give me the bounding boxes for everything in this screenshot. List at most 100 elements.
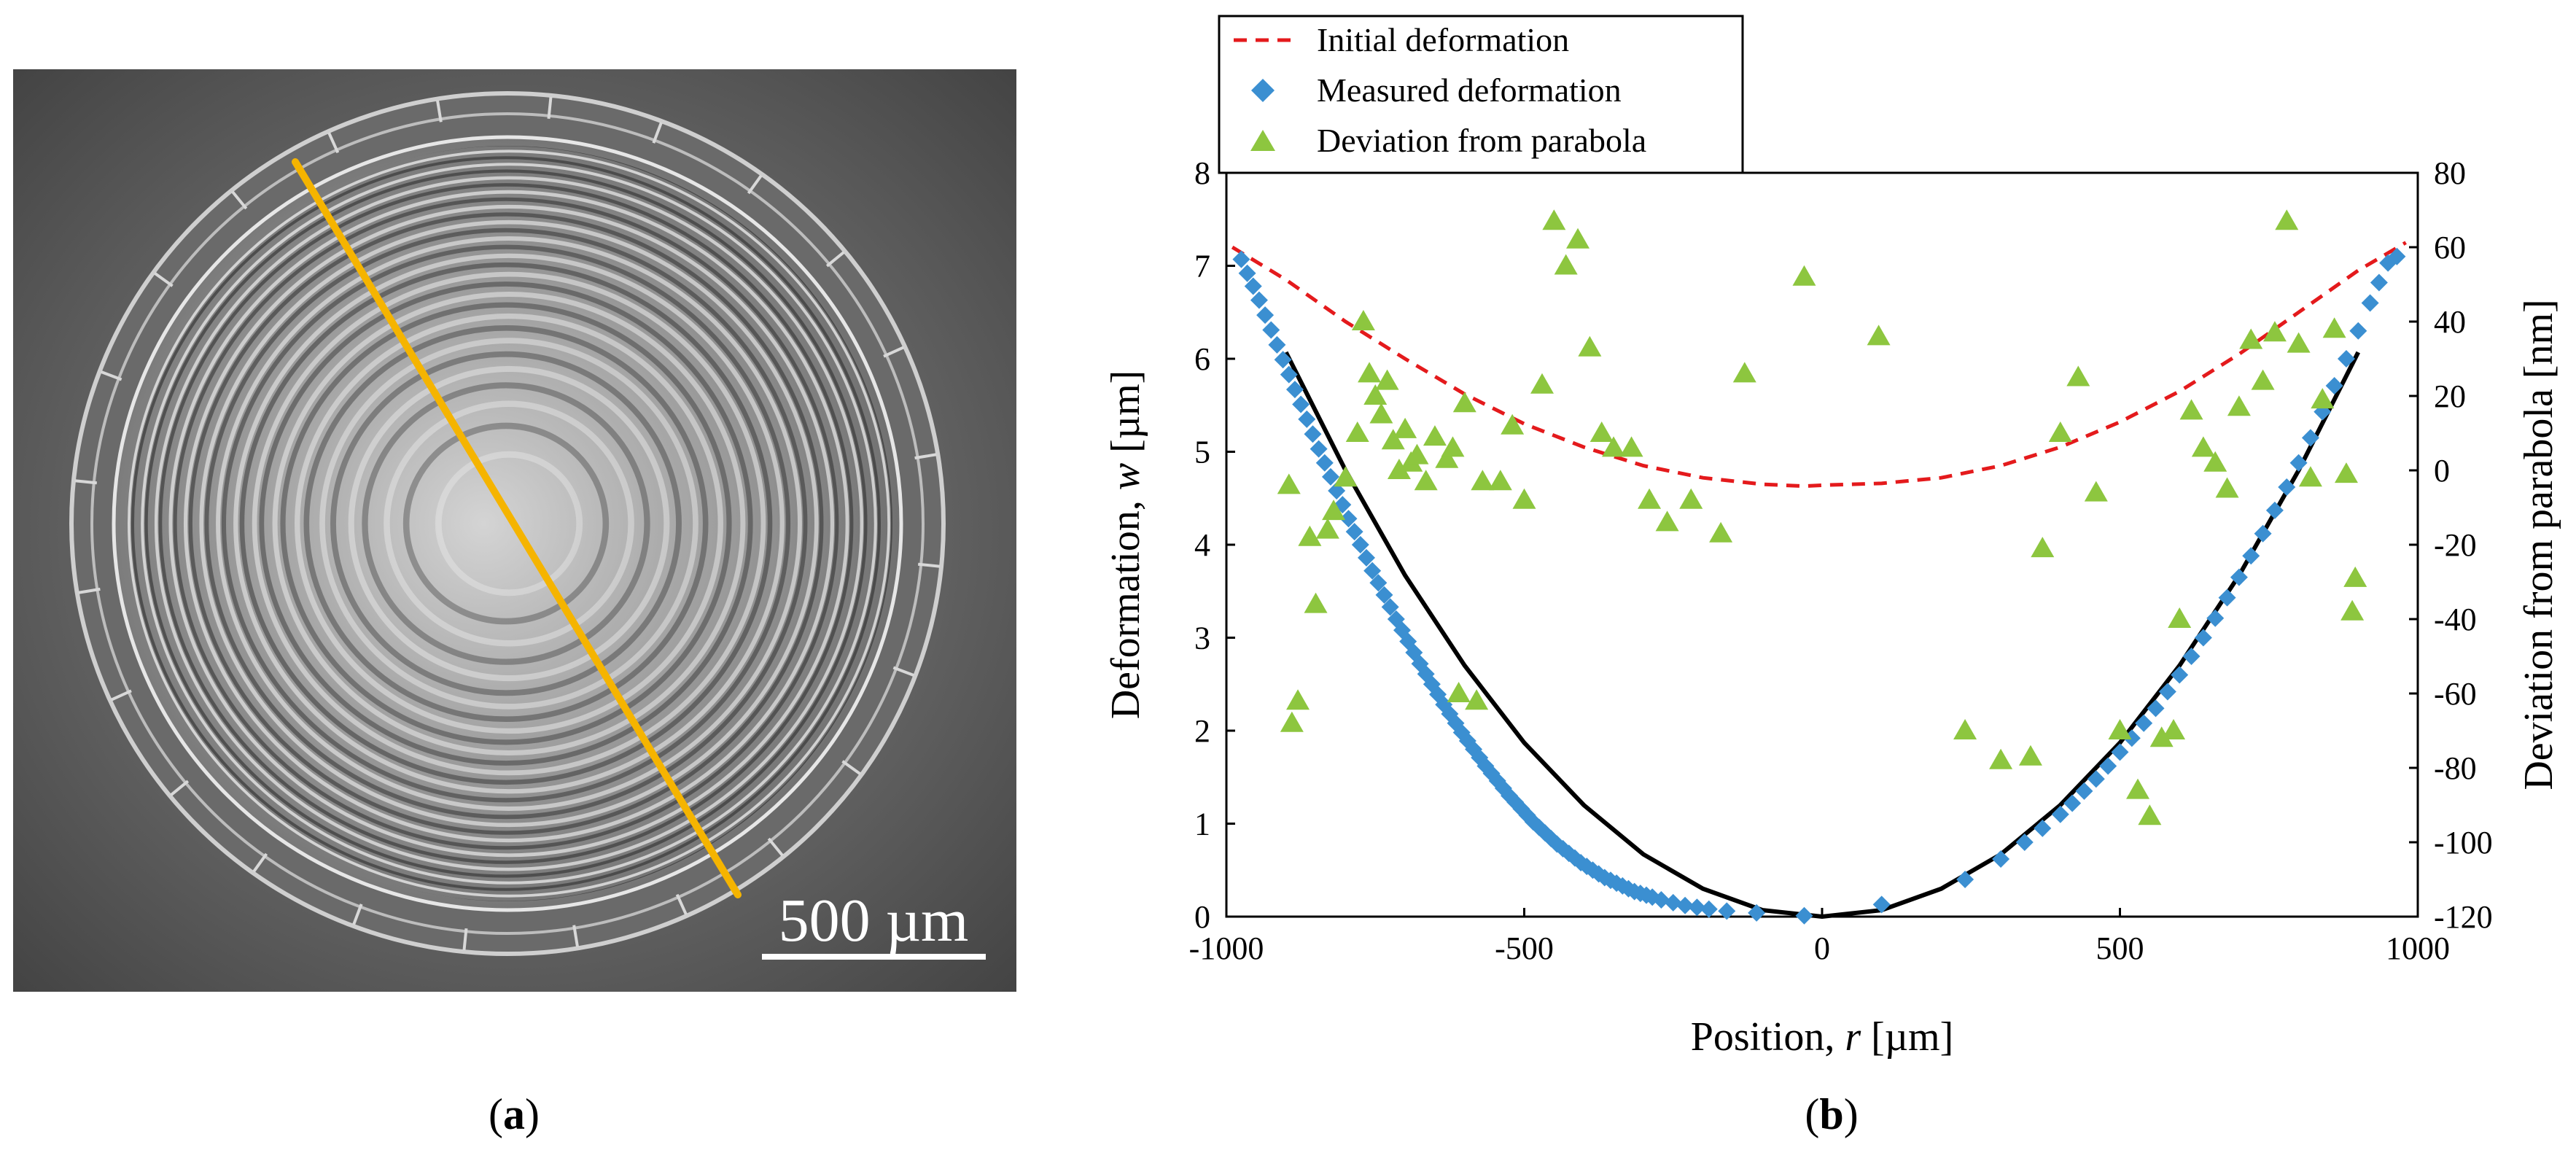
y-tick-label: 6 (1194, 341, 1210, 377)
measured-point (1375, 586, 1393, 604)
deviation-point (1512, 488, 1536, 509)
fringe-ring (280, 302, 732, 745)
legend-label-deviation: Deviation from parabola (1317, 122, 1646, 159)
y2-tick-label: 0 (2434, 453, 2450, 489)
fringe-ring (168, 190, 849, 858)
y-axis-ticks: 0 1 2 3 4 5 6 7 8 (1194, 155, 1235, 935)
measured-point (2075, 782, 2093, 800)
measured-point (1280, 365, 1298, 384)
measured-point (1369, 574, 1388, 592)
y2-tick-label: 20 (2434, 378, 2466, 414)
measured-point (1872, 895, 1891, 914)
rim-segment-mark (436, 100, 443, 123)
deviation-point (1465, 689, 1489, 710)
measured-point (2147, 699, 2165, 718)
membrane-disc (112, 135, 903, 912)
rim-segment-mark (652, 122, 663, 144)
rim-segment-mark (78, 587, 101, 594)
series-measured-deformation (1232, 247, 2406, 925)
deviation-point (1530, 373, 1554, 394)
fringe-ring (402, 422, 610, 625)
rim-segment-mark (883, 346, 905, 358)
fringe-ring (128, 149, 890, 898)
fringe-ring (183, 204, 835, 843)
y-tick-label: 3 (1194, 621, 1210, 656)
measured-point (1304, 425, 1322, 443)
x-axis-label: Position, r [µm] (1691, 1014, 1954, 1060)
fitted-parabola-line (1284, 351, 2360, 920)
rim-segment-marks (74, 96, 941, 951)
deviation-point (1447, 682, 1471, 702)
deviation-point (1363, 384, 1388, 405)
legend-label-initial: Initial deformation (1317, 21, 1569, 58)
measured-point (2325, 376, 2343, 395)
fringe-ring (154, 176, 864, 871)
deviation-point (1304, 592, 1328, 613)
fringe-ring (141, 163, 877, 885)
deviation-point (1393, 417, 1417, 438)
rim-segment-mark (917, 562, 941, 568)
deviation-point (1351, 310, 1375, 330)
measured-point (2087, 770, 2105, 788)
deviation-point (1953, 719, 1977, 739)
fringe-ring (330, 351, 682, 696)
measured-point (1381, 598, 1399, 616)
measured-point (2388, 247, 2406, 265)
deviation-point (1578, 335, 1602, 357)
measured-point (2349, 322, 2367, 340)
fringe-ring (348, 365, 670, 682)
rim-segment-mark (914, 453, 937, 460)
deviation-point (1619, 436, 1643, 457)
measured-point (1274, 351, 1292, 369)
y2-tick-label: -120 (2434, 899, 2493, 935)
measured-point (2051, 805, 2069, 823)
deviation-point (2343, 566, 2367, 587)
rim-segment-mark (892, 666, 915, 677)
deviation-point (1638, 488, 1662, 509)
x-tick-label: -500 (1495, 930, 1554, 966)
x-tick-label: 500 (2096, 930, 2144, 966)
deviation-point (1867, 325, 1891, 346)
fringe-ring (319, 338, 699, 710)
y2-tick-label: -80 (2434, 750, 2477, 786)
deviation-point (2168, 607, 2192, 628)
measured-point (2206, 609, 2225, 627)
deviation-point (1732, 362, 1756, 383)
rim-segment-mark (110, 689, 132, 702)
fringe-ring (362, 382, 650, 665)
deviation-point (2203, 451, 2227, 472)
deviation-point (1405, 443, 1429, 465)
deviation-point (1501, 413, 1525, 435)
legend-swatch-measured (1251, 79, 1275, 102)
deviation-point (1315, 518, 1339, 539)
y-axis-label: Deformation, w [µm] (1103, 370, 1148, 720)
measured-point (1256, 306, 1275, 325)
deviation-point (1414, 470, 1438, 491)
deviation-point (1602, 436, 1626, 457)
deviation-point (1345, 421, 1369, 442)
rim-segment-mark (352, 904, 363, 925)
measured-point (2242, 547, 2260, 565)
y2-axis-label: Deviation from parabola [nm] (2516, 299, 2561, 790)
deviation-point (2251, 369, 2275, 390)
deviation-point (1655, 510, 1679, 532)
x-tick-label: -1000 (1189, 930, 1264, 966)
y2-tick-label: -60 (2434, 676, 2477, 712)
y2-tick-label: -100 (2434, 825, 2493, 860)
micrograph-image: 500 µm (13, 69, 1016, 992)
deviation-point (2334, 462, 2358, 483)
deviation-point (2275, 209, 2299, 230)
fringe-ring (173, 197, 839, 850)
measurement-line (292, 158, 742, 898)
panel-label-b: (b) (1805, 1090, 1858, 1138)
measured-point (1232, 250, 1250, 268)
deviation-point (1792, 265, 1816, 286)
measured-point (1357, 548, 1375, 567)
measured-point (1956, 871, 1974, 888)
fringe-ring (199, 219, 819, 828)
plot-area-frame (1225, 171, 2419, 918)
x-tick-label: 0 (1814, 930, 1830, 966)
measured-point (1992, 850, 2010, 868)
measured-point (1688, 898, 1706, 917)
